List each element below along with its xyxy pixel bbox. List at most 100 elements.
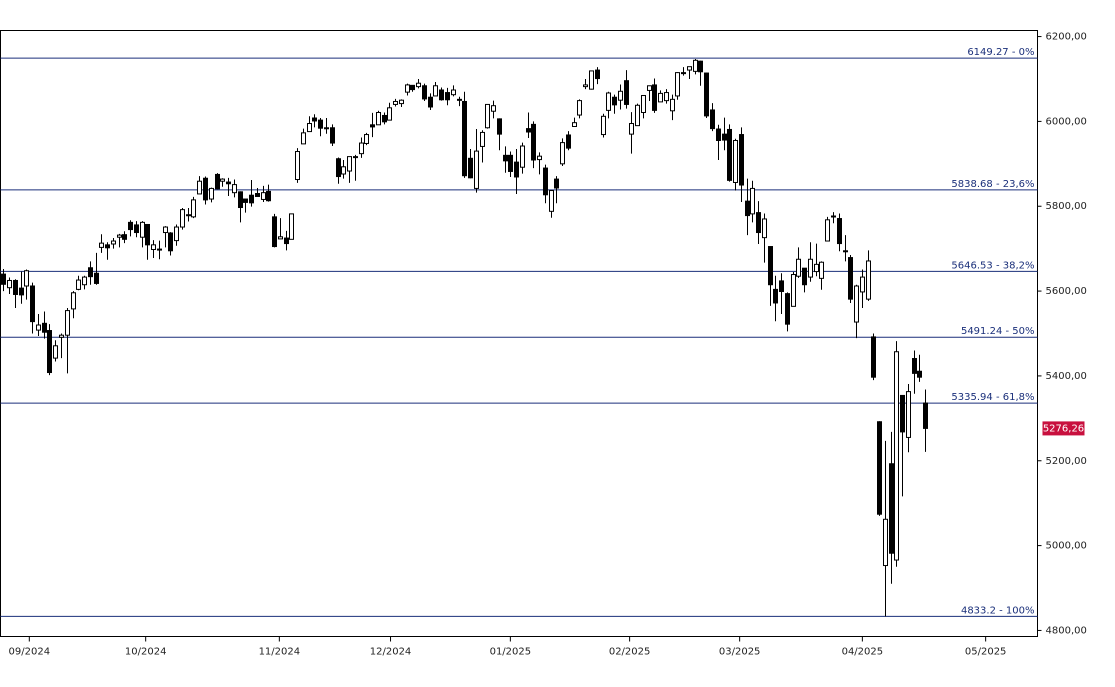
candle-body <box>710 109 715 130</box>
candle-body <box>307 123 312 133</box>
candle-body <box>134 224 139 234</box>
x-tick-label: 10/2024 <box>125 647 167 658</box>
candle-body <box>122 234 127 240</box>
candle-body <box>503 154 508 162</box>
candle-body <box>577 100 582 116</box>
candle-body <box>1 273 6 285</box>
candle-body <box>664 92 669 102</box>
candle-body <box>387 107 392 121</box>
candle-body <box>238 191 243 209</box>
candle-body <box>151 244 156 251</box>
candle-body <box>249 194 254 204</box>
x-tick-label: 11/2024 <box>259 647 301 658</box>
candle-body <box>105 244 110 249</box>
candle-body <box>462 100 467 177</box>
candle-body <box>537 155 542 161</box>
candle-body <box>243 198 248 203</box>
candle-body <box>94 272 99 284</box>
candle-body <box>785 293 790 325</box>
candle-body <box>693 59 698 72</box>
candle-body <box>140 221 145 238</box>
y-tick-label: 5400,00 <box>1046 371 1087 382</box>
y-tick-label: 5000,00 <box>1046 541 1087 552</box>
candle-body <box>560 142 565 165</box>
y-tick-label: 5800,00 <box>1046 201 1087 212</box>
candle-body <box>883 518 888 567</box>
candle-body <box>606 92 611 111</box>
candle-body <box>687 66 692 71</box>
x-tick-label: 09/2024 <box>9 647 51 658</box>
candle-body <box>745 200 750 217</box>
candle-body <box>7 279 12 289</box>
y-tick-label: 4800,00 <box>1046 625 1087 636</box>
candle-body <box>837 218 842 245</box>
x-tick-label: 05/2025 <box>965 647 1007 658</box>
candle-body <box>601 115 606 136</box>
candle-body <box>186 214 191 217</box>
candle-body <box>468 157 473 179</box>
candle-body <box>739 134 744 186</box>
candle-body <box>209 187 214 200</box>
candle-body <box>866 260 871 300</box>
candle-body <box>474 150 479 189</box>
y-tick-label: 5200,00 <box>1046 456 1087 467</box>
candle-body <box>399 99 404 105</box>
candle-body <box>301 132 306 145</box>
candle-body <box>13 279 18 295</box>
candle-body <box>180 209 185 228</box>
candle-body <box>261 192 266 200</box>
y-tick-label: 6000,00 <box>1046 116 1087 127</box>
candle-body <box>819 261 824 279</box>
candle-body <box>145 223 150 246</box>
x-tick-label: 03/2025 <box>719 647 761 658</box>
candle-body <box>641 95 646 113</box>
candle-body <box>848 257 853 300</box>
y-tick-label: 6200,00 <box>1046 32 1087 43</box>
candle-body <box>312 117 317 122</box>
candle-body <box>831 215 836 218</box>
candle-body <box>278 236 283 240</box>
candle-body <box>877 421 882 515</box>
fib-level-label: 5491.24 - 50% <box>961 326 1035 337</box>
candle-body <box>19 287 24 296</box>
candle-body <box>814 263 819 273</box>
candle-body <box>410 84 415 91</box>
candle-body <box>36 324 41 331</box>
candle-body <box>82 276 87 286</box>
candle-body <box>128 221 133 231</box>
candle-body <box>255 193 260 197</box>
candle-body <box>232 184 237 194</box>
candle-body <box>923 402 928 429</box>
fib-level-label: 5646.53 - 38,2% <box>951 260 1034 271</box>
candle-body <box>508 154 513 172</box>
candle-body <box>353 156 358 159</box>
candle-body <box>111 240 116 245</box>
candle-body <box>497 118 502 135</box>
candle-body <box>30 285 35 323</box>
candle-body <box>652 84 657 111</box>
candle-body <box>42 322 47 333</box>
candle-body <box>370 124 375 128</box>
candle-body <box>480 131 485 147</box>
candle-body <box>618 90 623 101</box>
candle-body <box>88 267 93 278</box>
candle-body <box>514 161 519 178</box>
y-tick-label: 5600,00 <box>1046 286 1087 297</box>
candle-body <box>595 69 600 80</box>
candle-body <box>854 285 859 323</box>
candle-body <box>53 345 58 359</box>
candle-body <box>422 85 427 100</box>
candle-body <box>364 134 369 144</box>
candle-body <box>900 394 905 433</box>
last-price-label: 5276,26 <box>1043 423 1084 434</box>
candle-body <box>698 60 703 73</box>
candle-body <box>779 280 784 293</box>
x-tick-label: 12/2024 <box>370 647 412 658</box>
candle-body <box>47 330 52 374</box>
candle-body <box>554 178 559 189</box>
candle-body <box>284 237 289 245</box>
candle-body <box>428 96 433 108</box>
candle-body <box>722 133 727 141</box>
candle-body <box>226 181 231 185</box>
